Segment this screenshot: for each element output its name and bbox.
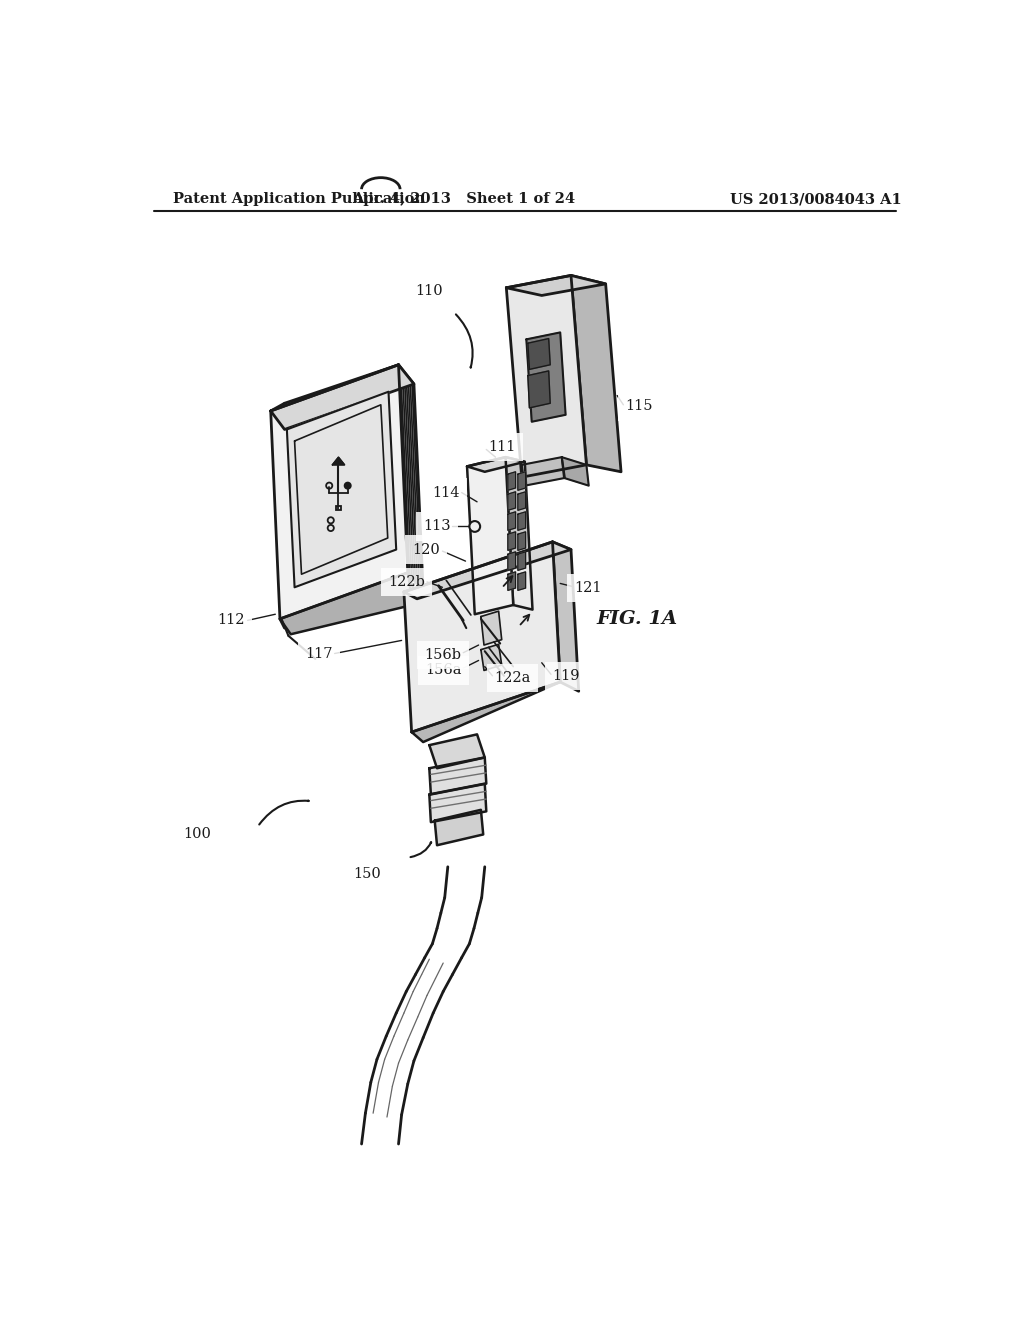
Text: 122b: 122b (388, 576, 425, 589)
Text: 113: 113 (423, 520, 451, 533)
Text: 100: 100 (183, 828, 211, 841)
Polygon shape (333, 457, 345, 465)
Polygon shape (481, 611, 502, 645)
Polygon shape (508, 532, 515, 550)
Polygon shape (403, 543, 560, 733)
Polygon shape (562, 457, 589, 486)
FancyArrowPatch shape (456, 314, 473, 367)
Text: 156b: 156b (425, 648, 462, 663)
Polygon shape (506, 276, 605, 296)
Text: 112: 112 (217, 614, 245, 627)
Polygon shape (508, 512, 515, 531)
Text: Patent Application Publication: Patent Application Publication (173, 193, 425, 206)
Polygon shape (508, 471, 515, 490)
Polygon shape (403, 543, 571, 599)
Text: Apr. 4, 2013   Sheet 1 of 24: Apr. 4, 2013 Sheet 1 of 24 (351, 193, 574, 206)
Text: 117: 117 (305, 647, 333, 660)
Polygon shape (287, 392, 396, 587)
Polygon shape (518, 492, 525, 511)
Text: 111: 111 (487, 440, 515, 454)
Polygon shape (526, 333, 565, 422)
Text: 122a: 122a (494, 671, 530, 685)
Polygon shape (518, 552, 525, 570)
Polygon shape (270, 364, 414, 429)
Text: 114: 114 (432, 486, 460, 499)
Polygon shape (280, 573, 419, 635)
Text: 119: 119 (553, 669, 580, 682)
Polygon shape (429, 734, 484, 768)
Polygon shape (412, 682, 560, 742)
Polygon shape (429, 784, 486, 822)
Polygon shape (435, 810, 483, 845)
Polygon shape (467, 457, 524, 471)
Polygon shape (398, 364, 423, 591)
Text: 120: 120 (413, 543, 440, 557)
Polygon shape (467, 457, 513, 614)
Polygon shape (506, 276, 587, 478)
Circle shape (345, 483, 351, 488)
FancyArrowPatch shape (411, 842, 431, 857)
Polygon shape (518, 471, 525, 490)
Text: 115: 115 (626, 400, 653, 413)
Text: 121: 121 (574, 581, 601, 595)
Text: US 2013/0084043 A1: US 2013/0084043 A1 (730, 193, 902, 206)
Text: 150: 150 (353, 867, 381, 882)
Polygon shape (508, 572, 515, 590)
Polygon shape (528, 339, 550, 370)
FancyArrowPatch shape (259, 800, 308, 825)
Polygon shape (429, 758, 486, 795)
Polygon shape (481, 644, 502, 671)
Text: 110: 110 (416, 284, 443, 298)
Polygon shape (270, 364, 408, 619)
Polygon shape (518, 532, 525, 550)
Polygon shape (508, 492, 515, 511)
Polygon shape (506, 457, 532, 610)
Polygon shape (571, 276, 621, 471)
Circle shape (469, 521, 480, 532)
Polygon shape (518, 512, 525, 531)
Polygon shape (528, 371, 550, 408)
Text: 156a: 156a (425, 664, 462, 677)
Polygon shape (518, 572, 525, 590)
Text: FIG. 1A: FIG. 1A (596, 610, 678, 628)
Polygon shape (521, 457, 565, 486)
Polygon shape (553, 543, 579, 692)
Polygon shape (508, 552, 515, 570)
